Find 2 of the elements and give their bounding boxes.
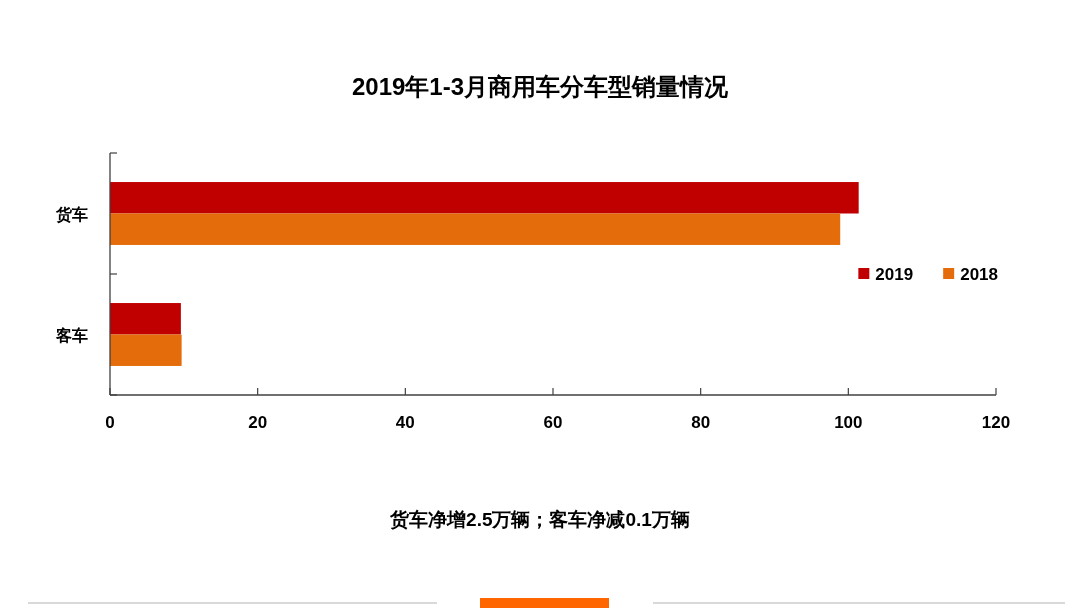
annotation: 货车净增2.5万辆；客车净减0.1万辆 xyxy=(390,509,690,530)
title: 2019年1-3月商用车分车型销量情况 xyxy=(351,73,729,100)
